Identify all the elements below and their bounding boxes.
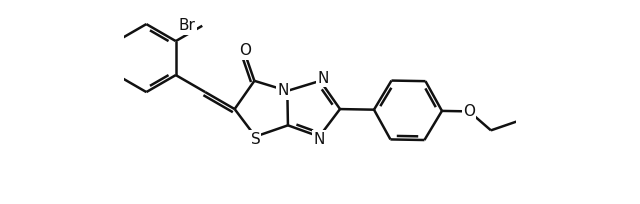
Text: O: O <box>239 43 251 58</box>
Text: N: N <box>317 71 328 86</box>
Text: N: N <box>314 132 325 147</box>
Text: S: S <box>250 132 260 147</box>
Text: Br: Br <box>179 18 196 33</box>
Text: N: N <box>277 83 289 98</box>
Text: O: O <box>463 104 475 119</box>
